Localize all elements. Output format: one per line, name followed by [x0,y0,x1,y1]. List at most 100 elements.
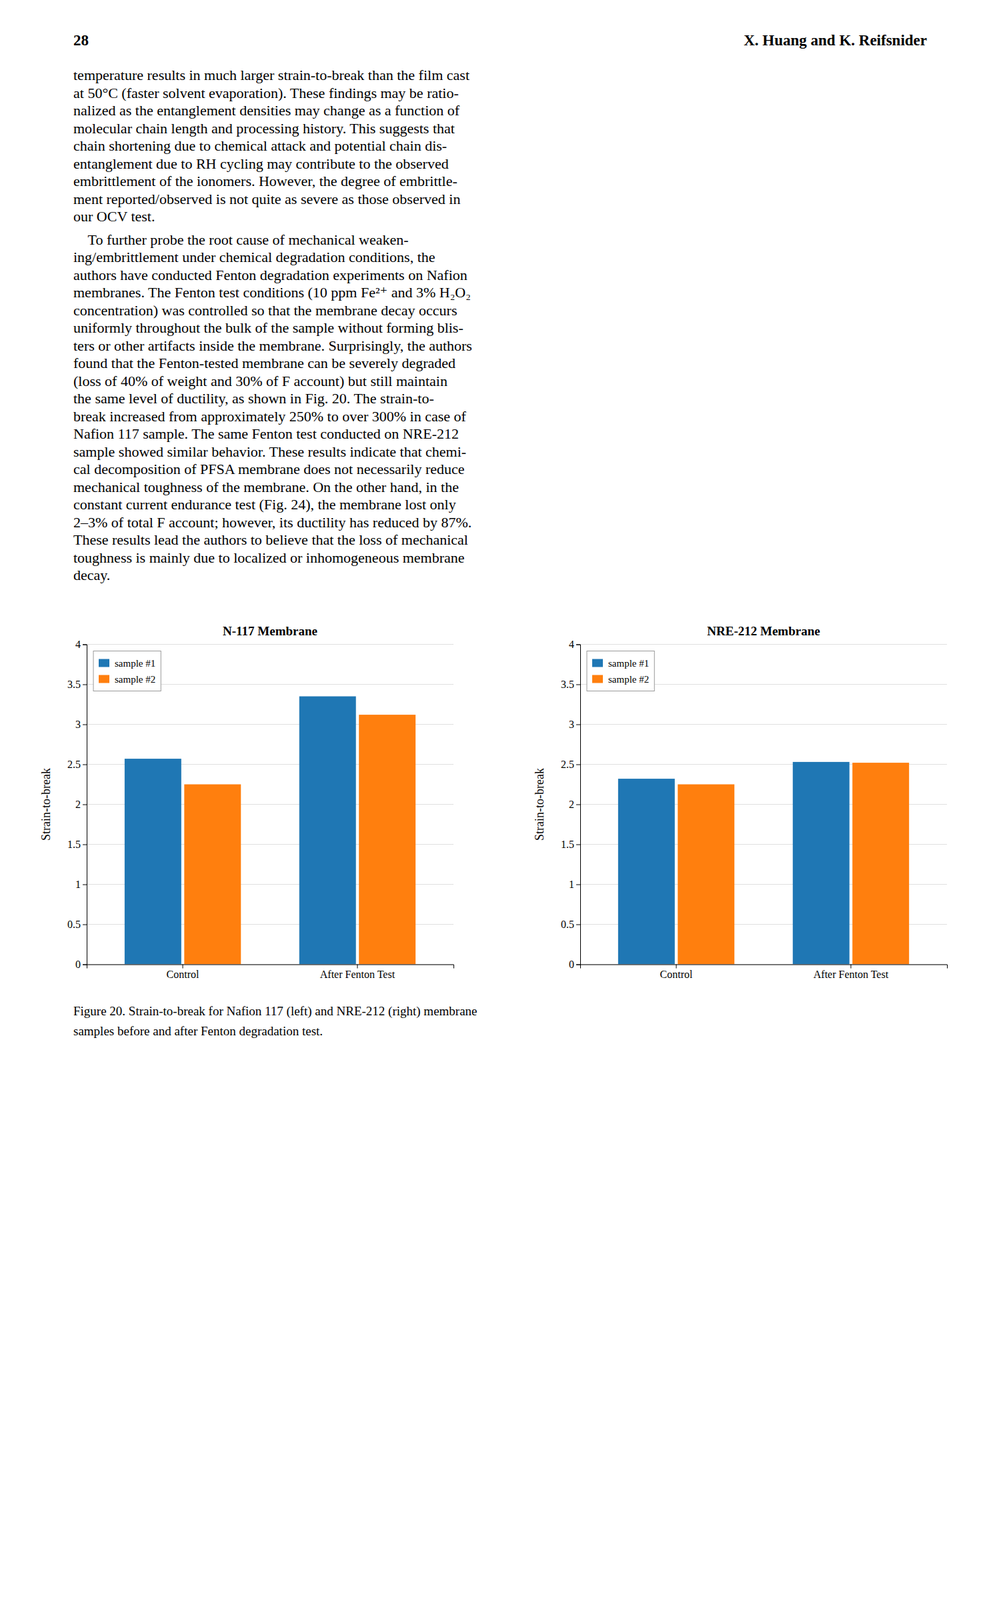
legend-swatch [98,659,110,668]
y-tick-label: 2.5 [67,758,81,771]
y-tick: 0.5 [67,918,87,931]
y-tick: 3 [568,718,581,731]
body-text-line: Nafion 117 sample. The same Fenton test … [73,425,459,443]
y-tick: 4 [75,638,87,651]
legend-label: sample #2 [608,674,649,685]
legend-frame [93,651,161,692]
legend-item: sample #1 [98,658,156,669]
y-tick: 3 [75,718,87,731]
y-tick: 1 [75,878,87,891]
bar [677,784,735,965]
grid [580,644,947,965]
body-text-line: toughness is mainly due to localized or … [73,549,465,567]
y-tick: 4 [568,638,581,651]
body-text-line: ing/embrittlement under chemical degrada… [73,248,436,266]
y-tick: 1.5 [560,838,581,851]
bar [792,762,850,965]
page: 28X. Huang and K. Reifsnidertemperature … [0,0,1001,1600]
legend-item: sample #2 [98,674,156,685]
body-text-line: These results lead the authors to believ… [73,531,469,549]
y-tick-mark [576,804,581,806]
body-text-line: embrittlement of the ionomers. However, … [73,172,458,190]
legend: sample #1 sample #2 [93,651,161,692]
y-tick: 2.5 [67,758,87,771]
bars [618,762,909,965]
x-tick: Control [166,964,200,981]
y-axis-line [576,644,581,965]
legend-swatch [592,659,603,668]
body-text-line: membranes. The Fenton test conditions (1… [73,284,471,301]
y-tick: 0 [568,958,581,971]
body-text-line: entanglement due to RH cycling may contr… [73,155,449,173]
y-tick-mark [576,844,581,846]
bar [299,696,357,965]
body-text-line: uniformly throughout the bulk of the sam… [73,319,464,337]
body-text-line: break increased from approximately 250% … [73,408,467,425]
y-tick-label: 2 [75,798,81,811]
body-text-line: chain shortening due to chemical attack … [73,137,447,155]
y-tick-label: 2 [568,798,575,811]
y-tick-mark [82,804,87,806]
x-tick-label: After Fenton Test [813,968,889,981]
y-tick-label: 1.5 [67,838,81,851]
body-text-line: concentration) was controlled so that th… [73,302,457,319]
y-axis-line [82,644,88,965]
bar [124,758,182,965]
body-text-line: mechanical toughness of the membrane. On… [73,478,459,496]
x-tick-label: Control [166,968,200,981]
y-tick-mark [576,764,581,766]
y-tick-mark [576,924,581,926]
bar [358,714,416,965]
y-tick-mark [576,724,581,726]
x-tick-mark [676,964,677,969]
y-tick-label: 3 [75,718,81,731]
y-tick-label: 3 [568,718,575,731]
legend-swatch [98,675,110,684]
caption-line: Figure 20. Strain-to-break for Nafion 11… [73,1004,478,1020]
y-tick-mark [82,644,87,646]
y-tick-label: 0.5 [67,918,81,931]
y-tick-label: 3.5 [67,678,81,691]
y-tick-mark [82,884,87,886]
chart: 00.511.522.533.54ControlAfter Fenton Tes… [39,624,455,981]
grid-line [86,644,454,645]
grid [86,644,454,965]
y-tick-label: 3.5 [560,678,575,691]
y-tick-mark [576,884,581,886]
bar [184,784,241,965]
caption-line: samples before and after Fenton degradat… [73,1024,323,1039]
x-tick: After Fenton Test [813,964,889,981]
legend-item: sample #1 [592,658,649,669]
y-tick-label: 2.5 [560,758,575,771]
y-tick: 1.5 [67,838,87,851]
y-axis: 00.511.522.533.54 [67,638,88,971]
x-tick-label: After Fenton Test [320,968,396,981]
legend-label: sample #1 [114,658,156,669]
y-tick-mark [576,684,581,686]
y-axis-title: Strain-to-break [39,768,53,841]
x-tick-mark [182,964,184,969]
y-tick-mark [576,964,581,966]
body-text-line: authors have conducted Fenton degradatio… [73,266,468,284]
x-axis: Control After Fenton Test [87,964,455,981]
grid-line [580,724,947,725]
body-text-line: sample showed similar behavior. These re… [73,443,467,461]
body-text-line: nalized as the entanglement densities ma… [73,102,461,119]
body-text-line: temperature results in much larger strai… [73,66,470,84]
body-text-line: To further probe the root cause of mecha… [73,231,409,249]
chart: 00.511.522.533.54ControlAfter Fenton Tes… [532,624,948,981]
y-tick-label: 1.5 [560,838,575,851]
page-number: 28 [73,32,89,49]
y-tick-mark [82,844,87,846]
x-tick-mark [850,964,851,969]
body-text-line: 2–3% of total F account; however, its du… [73,514,472,531]
x-axis-line [87,964,455,969]
y-axis-title: Strain-to-break [532,768,547,841]
y-tick: 2.5 [560,758,581,771]
body-text-line: the same level of ductility, as shown in… [73,390,435,407]
body-text-line: ment reported/observed is not quite as s… [73,190,461,208]
y-tick-label: 4 [75,638,81,651]
y-tick-mark [576,644,581,646]
body-text-line: (loss of 40% of weight and 30% of F acco… [73,372,448,390]
y-tick-label: 1 [568,878,575,891]
